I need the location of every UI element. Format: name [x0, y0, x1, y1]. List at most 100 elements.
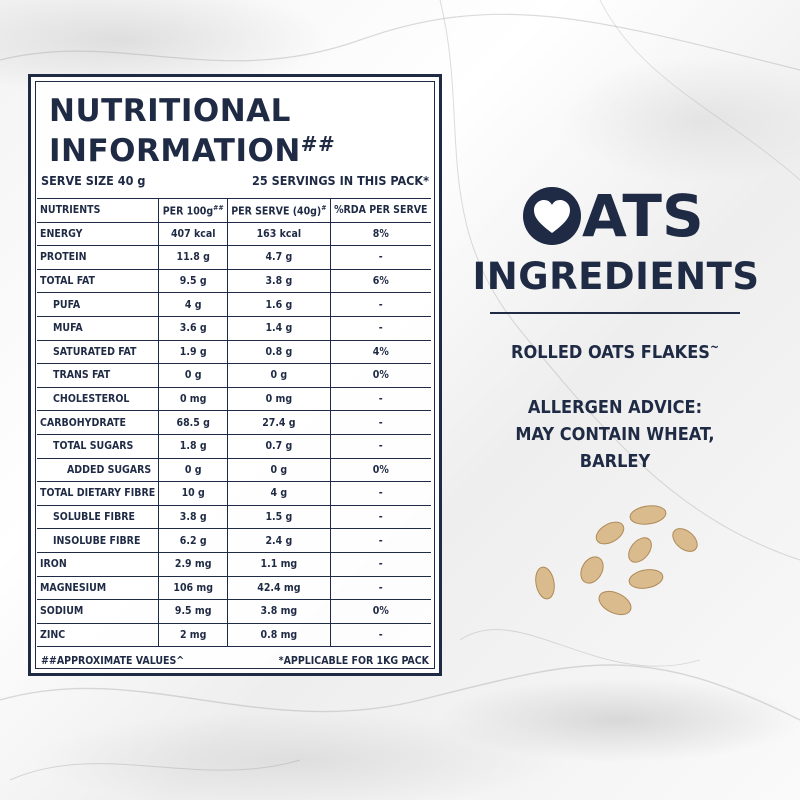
header-per100-text: PER 100g	[162, 205, 214, 218]
value-rda: -	[329, 528, 431, 553]
footnote-applicable: *APPLICABLE FOR 1KG PACK	[278, 655, 429, 667]
nutrient-name: SOLUBLE FIBRE	[37, 504, 159, 530]
value-per100: 407 kcal	[158, 221, 228, 247]
table-row: ZINC 2 mg 0.8 mg -	[37, 622, 431, 648]
oat-flakes-image	[535, 505, 698, 616]
value-perserve: 1.1 mg	[227, 551, 331, 577]
value-perserve: 0 mg	[227, 386, 331, 412]
value-rda: 0%	[329, 457, 431, 483]
value-perserve: 0 g	[227, 363, 331, 388]
table-row: SODIUM 9.5 mg 3.8 mg 0%	[37, 599, 431, 624]
value-rda: -	[329, 481, 431, 506]
table-row: PUFA 4 g 1.6 g-	[37, 292, 431, 317]
nutrient-name: CHOLESTEROL	[37, 386, 159, 412]
oats-logo: ATS	[522, 184, 704, 248]
ingredients-title: INGREDIENTS	[472, 255, 760, 298]
value-rda: -	[329, 551, 431, 577]
nutrient-name: ZINC	[37, 622, 159, 648]
serve-line: SERVE SIZE 40 g 25 SERVINGS IN THIS PACK…	[41, 173, 429, 188]
oat-flake	[535, 566, 555, 600]
value-rda: 0%	[329, 599, 431, 624]
value-rda: -	[329, 622, 431, 648]
value-per100: 1.8 g	[158, 433, 228, 459]
value-per100: 11.8 g	[158, 245, 228, 270]
servings-count: 25 SERVINGS IN THIS PACK*	[252, 173, 429, 188]
value-perserve: 1.4 g	[227, 315, 331, 341]
value-per100: 2 mg	[158, 622, 228, 648]
oat-flake	[629, 505, 667, 525]
oat-flake	[580, 556, 604, 584]
allergen-line2: MAY CONTAIN WHEAT,	[515, 424, 715, 445]
table-row: CHOLESTEROL 0 mg 0 mg -	[37, 386, 431, 412]
value-perserve: 0.8 mg	[227, 622, 331, 648]
value-perserve: 0.7 g	[227, 433, 331, 459]
header-perserve-mark: #	[321, 203, 327, 212]
allergen-line1: ALLERGEN ADVICE:	[527, 397, 703, 418]
nutrition-panel: NUTRITIONAL INFORMATION## SERVE SIZE 40 …	[28, 74, 442, 676]
table-row: TOTAL FAT 9.5 g 3.8 g 6%	[37, 268, 431, 294]
value-rda: -	[329, 292, 431, 317]
value-perserve: 0 g	[227, 457, 331, 483]
oat-flake	[598, 590, 632, 616]
header-perserve-text: PER SERVE (40g)	[231, 205, 322, 218]
value-rda: -	[329, 410, 431, 435]
value-perserve: 0.8 g	[227, 339, 331, 365]
value-per100: 10 g	[158, 481, 228, 506]
nutrition-title-mark: ##	[300, 132, 336, 156]
nutrient-name: ENERGY	[37, 221, 159, 247]
nutrition-title: NUTRITIONAL INFORMATION##	[49, 95, 335, 168]
header-nutrients: NUTRIENTS	[37, 198, 159, 223]
nutrition-title-line2: INFORMATION##	[49, 128, 335, 168]
table-row: TOTAL SUGARS 1.8 g 0.7 g-	[37, 433, 431, 459]
divider	[490, 312, 740, 314]
nutrition-panel-border	[35, 81, 435, 669]
header-per100-mark: ##	[213, 203, 224, 212]
value-perserve: 2.4 g	[227, 528, 331, 553]
allergen-line3: BARLEY	[579, 451, 651, 472]
nutrition-table-body: ENERGY 407 kcal 163 kcal 8% PROTEIN 11.8 g 4.7…	[37, 221, 431, 648]
value-per100: 0 g	[158, 363, 228, 388]
value-rda: -	[329, 315, 431, 341]
table-row: MUFA 3.6 g 1.4 g-	[37, 315, 431, 341]
value-per100: 0 mg	[158, 386, 228, 412]
value-perserve: 1.5 g	[227, 504, 331, 530]
nutrient-name: PUFA	[37, 292, 159, 317]
nutrient-name: TRANS FAT	[37, 363, 159, 388]
allergen-advice: ALLERGEN ADVICE: MAY CONTAIN WHEAT, BARL…	[470, 394, 760, 475]
nutrient-name: MAGNESIUM	[37, 575, 159, 601]
table-row: SOLUBLE FIBRE 3.8 g 1.5 g-	[37, 504, 431, 530]
value-rda: 0%	[329, 363, 431, 388]
nutrient-name: TOTAL SUGARS	[37, 433, 159, 459]
value-rda: -	[329, 245, 431, 270]
value-rda: 4%	[329, 339, 431, 365]
heart-o-icon	[523, 187, 581, 245]
nutrition-title-line1: NUTRITIONAL	[49, 93, 291, 129]
header-perserve: PER SERVE (40g)#	[227, 198, 331, 223]
table-row: MAGNESIUM 106 mg 42.4 mg -	[37, 575, 431, 601]
nutrient-name: ADDED SUGARS	[37, 457, 159, 483]
value-rda: -	[329, 386, 431, 412]
value-per100: 3.6 g	[158, 315, 228, 341]
value-rda: -	[329, 504, 431, 530]
nutrient-name: PROTEIN	[37, 245, 159, 270]
nutrient-name: TOTAL DIETARY FIBRE	[37, 481, 159, 506]
ingredients-value: ROLLED OATS FLAKES	[510, 342, 710, 363]
serve-size: SERVE SIZE 40 g	[41, 173, 146, 188]
oat-flake	[595, 521, 625, 545]
value-perserve: 3.8 mg	[227, 599, 331, 624]
oat-flake	[672, 528, 698, 552]
value-rda: -	[329, 575, 431, 601]
table-row: ENERGY 407 kcal 163 kcal 8%	[37, 221, 431, 247]
table-row: INSOLUBE FIBRE 6.2 g 2.4 g-	[37, 528, 431, 553]
nutrient-name: INSOLUBE FIBRE	[37, 528, 159, 553]
value-per100: 4 g	[158, 292, 228, 317]
value-per100: 3.8 g	[158, 504, 228, 530]
nutrition-table: NUTRIENTS PER 100g## PER SERVE (40g)# %R…	[37, 198, 431, 648]
value-rda: -	[329, 433, 431, 459]
header-rda: %RDA PER SERVE	[329, 198, 431, 223]
nutrition-footnotes: ##APPROXIMATE VALUES^ *APPLICABLE FOR 1K…	[41, 655, 429, 667]
value-perserve: 4 g	[227, 481, 331, 506]
nutrition-title-line2-text: INFORMATION	[49, 133, 301, 169]
